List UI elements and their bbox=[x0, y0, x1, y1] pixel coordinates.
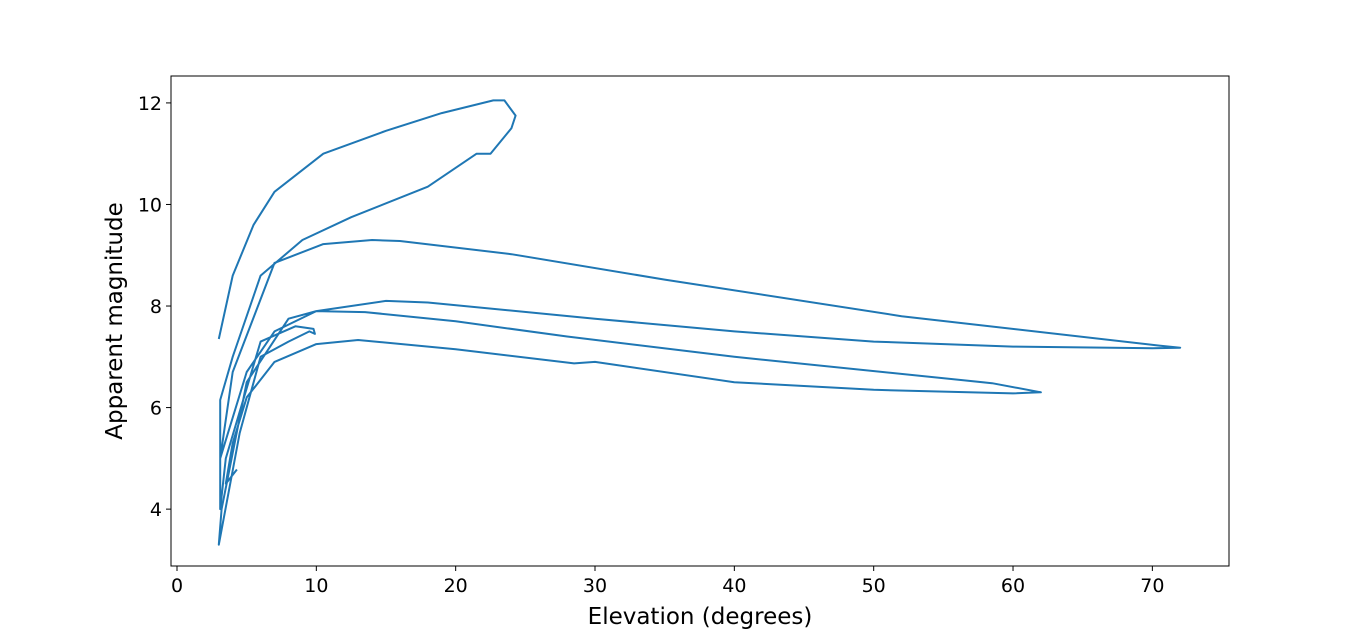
y-axis-label: Apparent magnitude bbox=[102, 202, 128, 439]
x-tick-label: 50 bbox=[862, 575, 886, 597]
x-tick-label: 0 bbox=[171, 575, 183, 597]
x-tick-label: 60 bbox=[1001, 575, 1025, 597]
x-axis-label: Elevation (degrees) bbox=[588, 604, 813, 630]
x-tick-label: 20 bbox=[444, 575, 468, 597]
plot-frame bbox=[170, 75, 1230, 567]
x-tick-label: 30 bbox=[583, 575, 607, 597]
data-line bbox=[217, 99, 1182, 546]
y-tick-label: 10 bbox=[138, 194, 162, 216]
x-tick-label: 10 bbox=[304, 575, 328, 597]
y-tick-label: 8 bbox=[150, 296, 162, 318]
y-tick-label: 6 bbox=[150, 398, 162, 420]
x-tick-label: 70 bbox=[1140, 575, 1164, 597]
y-tick-label: 4 bbox=[150, 499, 162, 521]
y-tick-label: 12 bbox=[138, 93, 162, 115]
x-tick-label: 40 bbox=[722, 575, 746, 597]
